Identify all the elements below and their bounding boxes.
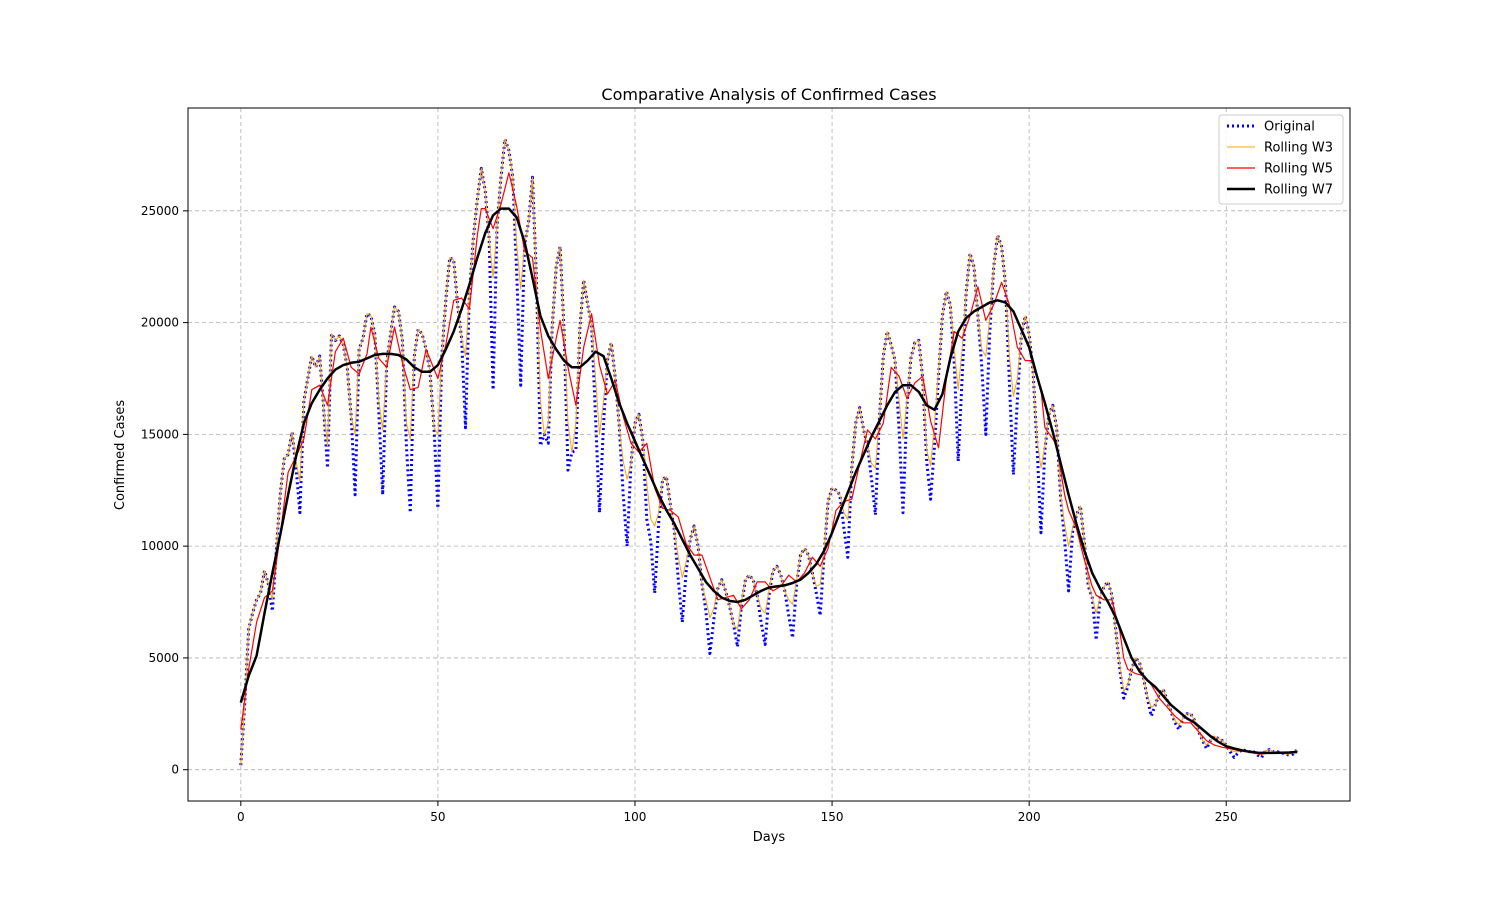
y-tick-label-3: 15000 [141, 427, 179, 441]
x-axis-label: Days [753, 830, 786, 845]
x-tick-label-0: 0 [237, 810, 245, 824]
axis-layer: 0 50 100 150 200 250 0 5000 10000 15000 20000 25000 [141, 204, 1238, 824]
series-line-0 [239, 137, 1299, 766]
y-tick-label-4: 20000 [141, 316, 179, 330]
legend-label-2: Rolling W5 [1264, 162, 1333, 177]
y-tick-label-2: 10000 [141, 539, 179, 553]
legend-label-1: Rolling W3 [1264, 141, 1333, 156]
y-tick-label-1: 5000 [148, 651, 179, 665]
y-tick-label-0: 0 [171, 763, 179, 777]
x-tick-label-4: 200 [1018, 810, 1041, 824]
series-line-3 [239, 207, 1298, 755]
series-line-2 [240, 172, 1298, 755]
grid-layer [188, 108, 1350, 801]
x-tick-label-1: 50 [430, 810, 445, 824]
y-tick-label-5: 25000 [141, 204, 179, 218]
chart-title: Comparative Analysis of Confirmed Cases [601, 85, 936, 104]
x-tick-label-2: 100 [624, 810, 647, 824]
legend-label-0: Original [1264, 120, 1315, 135]
series-layer [239, 137, 1299, 766]
x-tick-label-5: 250 [1215, 810, 1238, 824]
y-axis-label: Confirmed Cases [113, 400, 128, 510]
x-tick-label-3: 150 [821, 810, 844, 824]
legend: Original Rolling W3 Rolling W5 Rolling W7 [1218, 114, 1344, 205]
series-line-1 [240, 138, 1298, 766]
legend-label-3: Rolling W7 [1264, 183, 1333, 198]
legend-box [1218, 114, 1344, 205]
plot-frame [187, 107, 1351, 802]
